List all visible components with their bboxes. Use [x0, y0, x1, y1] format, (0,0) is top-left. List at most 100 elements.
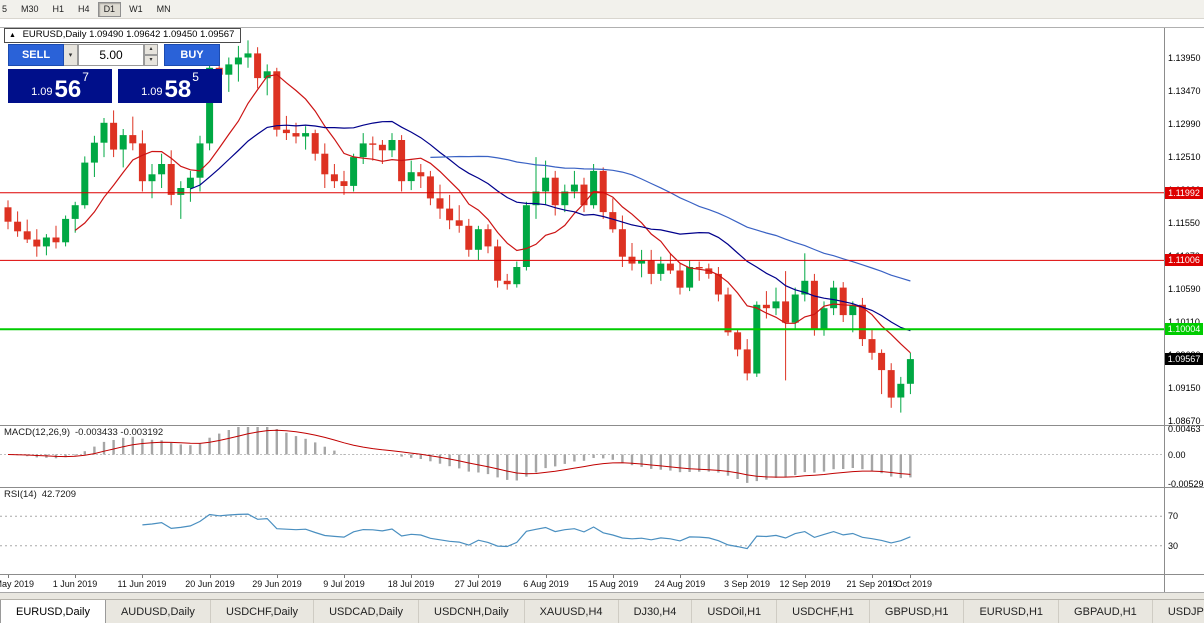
- volume-input[interactable]: [78, 44, 144, 66]
- rsi-axis-tick: 70: [1168, 511, 1179, 521]
- chevron-down-icon: ▾: [68, 52, 73, 59]
- tab-audusd-daily[interactable]: AUDUSD,Daily: [106, 600, 211, 623]
- date-tick: [747, 575, 748, 578]
- date-tick: [910, 575, 911, 578]
- rsi-axis-tick: 30: [1168, 541, 1179, 551]
- buy-button[interactable]: BUY: [164, 44, 220, 66]
- timeframe-button-5[interactable]: 5: [0, 1, 14, 17]
- date-tick: [411, 575, 412, 578]
- sell-button[interactable]: SELL: [8, 44, 64, 66]
- macd-panel-separator: [0, 425, 1204, 426]
- date-tick-label: 1 Jun 2019: [52, 579, 98, 589]
- buy-price-panel[interactable]: 1.09 58 5: [118, 69, 222, 103]
- price-axis-tick: 1.09150: [1168, 383, 1201, 393]
- rsi-axis[interactable]: 70 30: [1165, 488, 1204, 574]
- date-tick-label: 12 Sep 2019: [779, 579, 831, 589]
- date-tick-label: 24 Aug 2019: [654, 579, 706, 589]
- tab-gbpusd-h1[interactable]: GBPUSD,H1: [870, 600, 965, 623]
- date-axis-separator: [0, 574, 1204, 575]
- macd-axis-tick: 0.00: [1168, 450, 1186, 460]
- one-click-trading-panel: SELL ▾ ▴ ▾ BUY 1.09 56 7 1.09 58 5: [8, 44, 222, 103]
- timeframe-toolbar: 5 M30 H1 H4 D1 W1 MN: [0, 0, 1204, 19]
- sell-price-base: 1.09: [31, 86, 53, 98]
- macd-label-row: MACD(12,26,9) -0.003433 -0.003192: [4, 427, 163, 438]
- price-axis-tick: 1.11550: [1168, 218, 1200, 228]
- date-tick: [8, 575, 9, 578]
- timeframe-button-w1[interactable]: W1: [123, 1, 149, 17]
- ma-fast-line: [74, 73, 911, 354]
- date-tick: [680, 575, 681, 578]
- date-tick-label: 3 Sep 2019: [723, 579, 771, 589]
- rsi-value: 42.7209: [41, 489, 77, 500]
- date-tick: [872, 575, 873, 578]
- trade-price-row: 1.09 56 7 1.09 58 5: [8, 69, 222, 103]
- tab-eurusd-h1[interactable]: EURUSD,H1: [964, 600, 1060, 623]
- price-axis-tick: 1.08670: [1168, 416, 1201, 426]
- macd-axis[interactable]: 0.00463 0.00 -0.00529: [1165, 424, 1204, 489]
- horizontal-level-lines[interactable]: [0, 192, 1164, 331]
- rsi-line: [142, 513, 911, 550]
- tab-gbpaud-h1[interactable]: GBPAUD,H1: [1059, 600, 1153, 623]
- date-tick-label: 15 Aug 2019: [587, 579, 639, 589]
- timeframe-button-mn[interactable]: MN: [150, 1, 177, 17]
- line-price-badge: 1.10004: [1165, 323, 1203, 335]
- buy-price-pips: 58: [164, 75, 192, 103]
- volume-dropdown-button[interactable]: ▾: [64, 44, 78, 66]
- line-price-badge: 1.11992: [1165, 187, 1203, 199]
- chart-info-label: EURUSD,Daily 1.09490 1.09642 1.09450 1.0…: [22, 29, 235, 40]
- timeframe-button-m30[interactable]: M30: [15, 1, 45, 17]
- macd-axis-tick: 0.00463: [1168, 424, 1201, 434]
- date-tick-label: 11 Jun 2019: [117, 579, 167, 589]
- timeframe-button-h1[interactable]: H1: [46, 1, 71, 17]
- date-axis[interactable]: 23 May 2019 1 Jun 2019 11 Jun 2019 20 Jun 2…: [0, 575, 1164, 592]
- timeframe-button-d1[interactable]: D1: [97, 1, 122, 17]
- price-axis-tick: 1.13950: [1168, 53, 1201, 63]
- tab-eurusd-daily[interactable]: EURUSD,Daily: [0, 600, 106, 623]
- tab-usdcnh-daily[interactable]: USDCNH,Daily: [419, 600, 525, 623]
- chart-info-box: ▲ EURUSD,Daily 1.09490 1.09642 1.09450 1…: [4, 28, 242, 43]
- tab-usdjp[interactable]: USDJP: [1153, 600, 1204, 623]
- price-axis[interactable]: 1.139501.134701.129901.125101.120301.115…: [1165, 28, 1204, 426]
- macd-values: -0.003433 -0.003192: [75, 427, 164, 438]
- sell-price-pips: 56: [54, 75, 82, 103]
- rsi-indicator-canvas[interactable]: [0, 488, 1164, 574]
- date-tick: [142, 575, 143, 578]
- spinner-up-icon: ▴: [149, 46, 153, 52]
- timeframe-button-h4[interactable]: H4: [72, 1, 96, 17]
- date-tick: [613, 575, 614, 578]
- date-tick-label: 20 Jun 2019: [185, 579, 235, 589]
- sell-price-point: 7: [82, 70, 89, 84]
- macd-indicator-canvas[interactable]: [0, 426, 1164, 487]
- volume-decrease-button[interactable]: ▾: [144, 55, 158, 66]
- volume-increase-button[interactable]: ▴: [144, 44, 158, 55]
- tab-usdcad-daily[interactable]: USDCAD,Daily: [314, 600, 420, 623]
- spinner-down-icon: ▾: [149, 57, 153, 63]
- date-tick-label: 23 May 2019: [0, 579, 35, 589]
- tab-dj30-h4[interactable]: DJ30,H4: [619, 600, 693, 623]
- timeframe-buttons: 5 M30 H1 H4 D1 W1 MN: [0, 0, 1204, 18]
- tab-xauusd-h4[interactable]: XAUUSD,H4: [525, 600, 619, 623]
- price-axis-separator: [1164, 28, 1165, 592]
- date-tick: [344, 575, 345, 578]
- macd-signal-line: [7, 429, 911, 478]
- trade-controls-row: SELL ▾ ▴ ▾ BUY: [8, 44, 222, 66]
- rsi-label-row: RSI(14) 42.7209: [4, 489, 76, 500]
- tab-usdoil-h1[interactable]: USDOil,H1: [692, 600, 778, 623]
- collapse-panel-icon[interactable]: ▲: [9, 32, 16, 39]
- price-axis-tick: 1.12510: [1168, 152, 1201, 162]
- tab-usdchf-daily[interactable]: USDCHF,Daily: [211, 600, 315, 623]
- tab-usdchf-h1[interactable]: USDCHF,H1: [777, 600, 870, 623]
- date-tick-label: 6 Aug 2019: [523, 579, 569, 589]
- current-price-badge: 1.09567: [1165, 353, 1203, 365]
- date-tick: [75, 575, 76, 578]
- price-axis-tick: 1.10590: [1168, 284, 1201, 294]
- ma-mid-line: [190, 120, 911, 332]
- volume-spinner: ▴ ▾: [144, 44, 158, 66]
- date-tick-label: 18 Jul 2019: [387, 579, 435, 589]
- symbol-tabs: EURUSD,Daily AUDUSD,Daily USDCHF,Daily USDC…: [0, 599, 1204, 623]
- date-tick-label: 9 Jul 2019: [323, 579, 365, 589]
- macd-histogram: [16, 427, 912, 483]
- sell-price-panel[interactable]: 1.09 56 7: [8, 69, 112, 103]
- rsi-label: RSI(14): [4, 489, 37, 500]
